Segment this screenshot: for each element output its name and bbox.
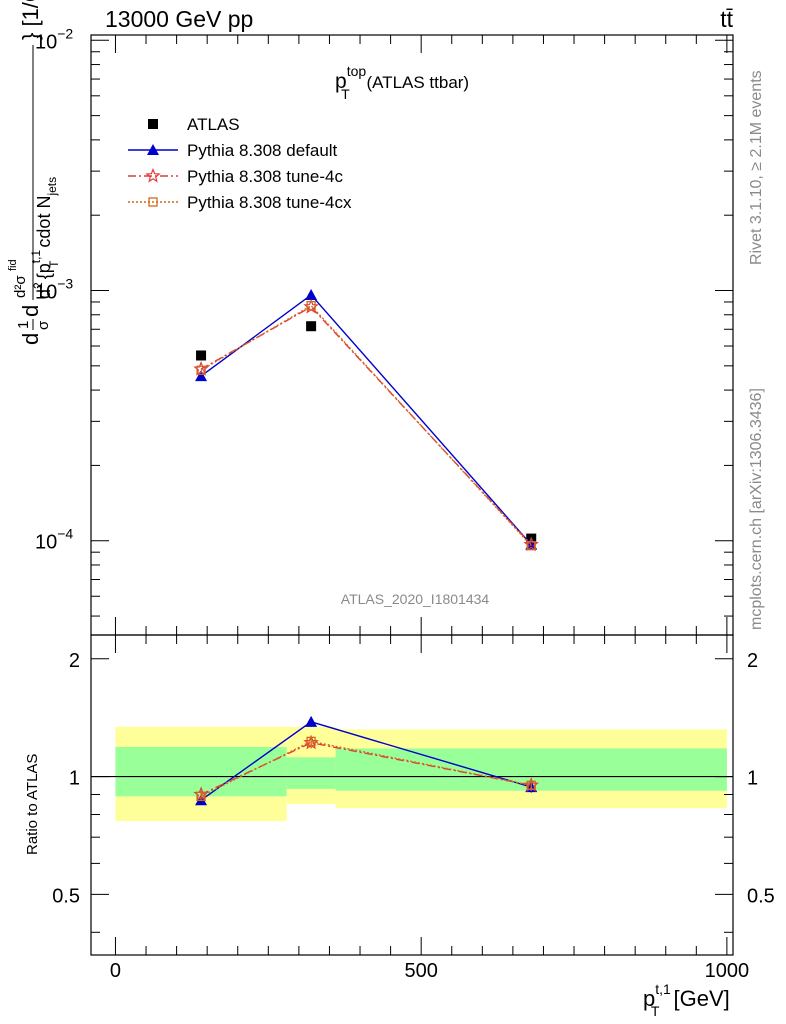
main-series-1 — [195, 288, 538, 550]
legend-entry-3: Pythia 8.308 tune-4cx — [128, 193, 352, 212]
ratio-series-2 — [196, 735, 536, 802]
legend-label: Pythia 8.308 tune-4cx — [187, 193, 352, 212]
plot-title: ptop T (ATLAS ttbar) — [335, 63, 469, 102]
x-tick-label: 0 — [110, 960, 121, 982]
ratio-frame — [90, 634, 734, 956]
header-left: 13000 GeV pp — [105, 6, 253, 32]
ratio-y-tick-label-left: 0.5 — [52, 885, 80, 907]
tick-exp: −2 — [57, 25, 73, 41]
marker-star — [523, 536, 539, 552]
xlab-sup: t,1 — [655, 981, 671, 997]
xlab-main: p — [643, 986, 655, 1011]
xlab-rest: [GeV] — [667, 986, 729, 1011]
svg-text:d: d — [18, 333, 43, 345]
main-ticks — [91, 35, 733, 635]
band-inner-1 — [286, 757, 336, 789]
ylab-a: d — [18, 333, 43, 345]
ylab-c: d²σ — [12, 275, 29, 298]
x-tick-label: 500 — [404, 960, 437, 982]
ratio-ticks — [91, 635, 733, 955]
marker-open-square — [306, 300, 316, 311]
legend-entry-1: Pythia 8.308 default — [128, 141, 338, 160]
x-tick-label: 1000 — [705, 960, 750, 982]
ylab-frac-top: 1 — [15, 321, 32, 329]
ylab-e-sup: t,1 — [29, 250, 43, 264]
main-series-3 — [196, 300, 536, 551]
marker-square — [148, 119, 158, 129]
ratio-y-tick-label-left: 1 — [69, 768, 80, 790]
legend-label: ATLAS — [187, 115, 240, 134]
mcplots-label: mcplots.cern.ch [arXiv:1306.3436] — [748, 388, 765, 630]
ylab-d-sup: 2 — [31, 282, 45, 289]
title-main: p — [335, 70, 347, 93]
marker-open-square — [148, 197, 158, 207]
ratio-panel: 2 2 1 1 0.5 0.5 0 500 1000 Ratio to ATLAS pt,1 T … — [24, 634, 775, 1019]
ylab-frac-bottom: σ — [35, 320, 52, 330]
ratio-y-tick-label-right: 0.5 — [747, 885, 775, 907]
tick-base: 10 — [35, 282, 57, 304]
main-y-tick-label: 10−3 — [35, 276, 73, 304]
marker-open-square — [196, 791, 206, 802]
ylab-f-sub: jets — [45, 177, 59, 197]
header-right: tt̄ — [720, 6, 733, 32]
marker-square — [196, 350, 207, 361]
tick-base: 10 — [35, 532, 57, 554]
marker-triangle — [305, 288, 318, 300]
ratio-tick-labels: 2 2 1 1 0.5 0.5 0 500 1000 — [52, 650, 775, 982]
marker-open-square — [526, 780, 536, 790]
legend-entry-2: Pythia 8.308 tune-4c — [128, 167, 343, 186]
ratio-series — [193, 715, 539, 806]
ylab-c-sup: fid — [7, 259, 19, 271]
series-line — [200, 294, 532, 546]
analysis-watermark: ATLAS_2020_I1801434 — [341, 591, 490, 607]
title-sub: T — [341, 86, 350, 102]
main-y-tick-label: 10−2 — [35, 25, 73, 53]
tick-exp: −4 — [57, 526, 73, 542]
title-rest: (ATLAS ttbar) — [362, 73, 469, 92]
legend-label: Pythia 8.308 tune-4c — [187, 167, 343, 186]
ratio-y-tick-label-right: 2 — [747, 650, 758, 672]
legend-entry-0: ATLAS — [148, 115, 240, 134]
marker-triangle — [195, 370, 208, 382]
main-series-2 — [193, 298, 539, 552]
main-y-axis-label: d 1 σ d d²σ fid d2{pt,1T cdot Njets } [1… — [7, 0, 61, 345]
ylab-f: cdot N — [34, 196, 54, 253]
xlab-sub: T — [651, 1003, 660, 1019]
marker-triangle — [147, 144, 159, 155]
main-series — [193, 288, 539, 552]
main-panel: 10−210−310−4 ptop T (ATLAS ttbar) ATLASPy… — [7, 0, 734, 636]
marker-open-square — [306, 736, 316, 747]
main-series-0 — [196, 321, 537, 544]
legend: ATLAS Pythia 8.308 default Pythia 8.308 tu… — [128, 115, 352, 212]
ratio-y-tick-label-right: 1 — [747, 768, 758, 790]
ylab-g: } [1/GeV] — [18, 0, 43, 40]
marker-square — [306, 321, 317, 332]
ylab-e: {p — [34, 263, 54, 279]
tick-base: 10 — [35, 31, 57, 53]
x-axis-label: pt,1 T [GeV] — [643, 981, 730, 1019]
legend-label: Pythia 8.308 default — [187, 141, 338, 160]
series-line — [200, 304, 532, 547]
series-line — [200, 306, 532, 546]
ratio-y-axis-label: Ratio to ATLAS — [24, 754, 41, 855]
tick-exp: −3 — [57, 276, 73, 292]
marker-triangle — [305, 715, 318, 727]
ratio-y-tick-label-left: 2 — [69, 650, 80, 672]
marker-open-square — [526, 541, 536, 551]
ylab-d: d2 {pt,1 T cdot Njets — [29, 177, 61, 299]
ylab-b: d — [18, 305, 43, 317]
main-y-tick-label: 10−4 — [35, 526, 73, 554]
title-sup: top — [347, 63, 367, 79]
rivet-label: Rivet 3.1.10, ≥ 2.1M events — [748, 70, 765, 265]
ylab-d-text: d — [34, 289, 54, 299]
ratio-line — [200, 740, 532, 797]
marker-star — [145, 167, 161, 183]
ylab-e-sub: T — [47, 260, 61, 268]
main-y-tick-labels: 10−210−310−4 — [35, 25, 73, 553]
ratio-bands — [115, 726, 727, 821]
marker-open-square — [196, 365, 206, 375]
